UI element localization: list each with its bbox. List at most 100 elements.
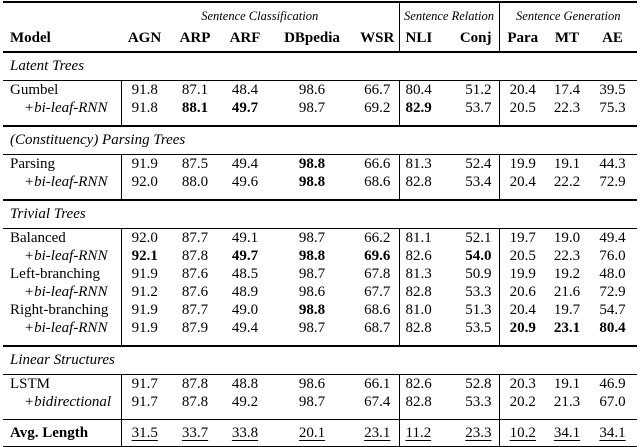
model-cell: +bi-leaf-RNN xyxy=(3,283,122,301)
model-cell: Parsing xyxy=(3,154,122,173)
cell-conj: 51.3 xyxy=(455,301,500,319)
cell-para: 20.9 xyxy=(509,320,536,336)
cell-para: 20.4 xyxy=(509,301,536,318)
table-header: Model Sentence Classification Sentence Rel… xyxy=(3,2,638,53)
table-row: +bi-leaf-RNN 91.9 87.9 49.4 98.7 68.7 82.8 53.5… xyxy=(3,319,637,346)
cell-agn: 91.7 xyxy=(131,394,158,410)
cell-arf: 49.7 xyxy=(231,100,259,116)
cell-arp: 87.5 xyxy=(181,155,209,172)
cell-agn: 91.2 xyxy=(131,283,158,300)
group-header-row: Model Sentence Classification Sentence Rel… xyxy=(3,2,637,53)
column-header-dbpedia: DBpedia xyxy=(268,25,356,53)
column-header-conj: Conj xyxy=(455,25,500,53)
table-body: Latent Trees Gumbel 91.8 87.1 48.4 98.6 66.7 80… xyxy=(3,51,638,420)
cell-ae: 80.4 xyxy=(599,320,626,336)
cell-agn: 91.9 xyxy=(131,155,158,172)
cell-dbpedia: 98.8 xyxy=(298,247,326,264)
cell-arp: 87.8 xyxy=(181,394,209,410)
avg-length-value: 20.1 xyxy=(268,419,356,447)
cell-nli: 82.8 xyxy=(405,174,432,190)
cell-ae: 44.3 xyxy=(599,155,626,172)
cell-arp: 87.7 xyxy=(181,229,209,246)
group-header: Sentence Classification xyxy=(121,2,400,25)
cell-mt: 19.1 xyxy=(553,155,581,172)
cell-para: 19.9 xyxy=(509,155,536,172)
cell-ae: 72.9 xyxy=(599,174,626,190)
cell-conj: 51.2 xyxy=(455,80,500,99)
cell-nli: 82.9 xyxy=(405,100,432,116)
cell-conj: 53.3 xyxy=(455,283,500,301)
cell-nli: 82.8 xyxy=(405,283,432,300)
cell-wsr: 69.2 xyxy=(356,99,400,126)
cell-ae: 39.5 xyxy=(599,81,626,98)
cell-dbpedia: 98.7 xyxy=(298,265,326,282)
cell-nli: 82.8 xyxy=(405,320,432,336)
cell-mt: 19.2 xyxy=(553,265,581,282)
avg-length-value: 23.3 xyxy=(455,419,500,447)
cell-arf: 48.8 xyxy=(231,375,259,392)
cell-arp: 88.1 xyxy=(181,100,209,116)
cell-dbpedia: 98.7 xyxy=(298,100,326,116)
table-row: Left-branching 91.9 87.6 48.5 98.7 67.8 81.3 50… xyxy=(3,265,637,283)
avg-length-label: Avg. Length xyxy=(3,419,122,447)
cell-arf: 49.0 xyxy=(231,301,259,318)
table-row: Balanced 92.0 87.7 49.1 98.7 66.2 81.1 52.1 19.7… xyxy=(3,228,637,247)
table-row: Right-branching 91.9 87.7 49.0 98.8 68.6 81.0 5… xyxy=(3,301,637,319)
results-table: Model Sentence Classification Sentence Rel… xyxy=(3,1,638,447)
cell-conj: 53.3 xyxy=(455,393,500,420)
column-header-wsr: WSR xyxy=(356,25,400,53)
avg-length-value: 33.7 xyxy=(168,419,222,447)
cell-agn: 91.8 xyxy=(131,81,158,98)
column-header-model: Model xyxy=(3,2,121,53)
column-header-mt: MT xyxy=(546,25,588,53)
cell-arf: 49.4 xyxy=(231,320,259,336)
section-row: Linear Structures xyxy=(3,345,638,375)
cell-mt: 22.3 xyxy=(553,247,581,264)
cell-para: 19.7 xyxy=(509,229,536,246)
cell-mt: 22.2 xyxy=(553,174,581,190)
cell-dbpedia: 98.6 xyxy=(298,375,326,392)
cell-arf: 49.2 xyxy=(231,394,259,410)
cell-mt: 22.3 xyxy=(553,100,581,116)
avg-length-value: 34.1 xyxy=(588,419,638,447)
table-row: Gumbel 91.8 87.1 48.4 98.6 66.7 80.4 51.2 20.4 17… xyxy=(3,80,637,99)
cell-wsr: 69.6 xyxy=(356,247,400,265)
cell-arp: 87.6 xyxy=(181,265,209,282)
model-cell: +bi-leaf-RNN xyxy=(3,99,122,126)
cell-nli: 81.0 xyxy=(405,301,432,318)
avg-length-value: 34.1 xyxy=(546,419,588,447)
cell-agn: 92.0 xyxy=(131,229,158,246)
cell-wsr: 66.6 xyxy=(356,154,400,173)
cell-para: 20.3 xyxy=(509,375,536,392)
section-label: Trivial Trees xyxy=(3,199,638,229)
cell-agn: 91.9 xyxy=(131,320,158,336)
cell-conj: 53.4 xyxy=(455,173,500,200)
cell-arp: 87.8 xyxy=(181,247,209,264)
cell-conj: 53.5 xyxy=(455,319,500,346)
cell-wsr: 67.4 xyxy=(356,393,400,420)
cell-arf: 49.4 xyxy=(231,155,259,172)
cell-ae: 76.0 xyxy=(599,247,626,264)
cell-wsr: 66.7 xyxy=(356,80,400,99)
avg-length-underlined-number: 20.1 xyxy=(298,424,326,441)
cell-wsr: 68.6 xyxy=(356,301,400,319)
column-header-ae: AE xyxy=(588,25,638,53)
cell-dbpedia: 98.7 xyxy=(298,320,326,336)
cell-nli: 82.8 xyxy=(405,394,432,410)
column-header-arp: ARP xyxy=(168,25,222,53)
cell-dbpedia: 98.6 xyxy=(298,283,326,300)
avg-length-underlined-number: 10.2 xyxy=(509,424,536,441)
avg-length-underlined-number: 33.8 xyxy=(231,424,259,441)
cell-wsr: 66.2 xyxy=(356,228,400,247)
cell-mt: 21.6 xyxy=(553,283,581,300)
avg-length-value: 10.2 xyxy=(499,419,546,447)
cell-agn: 92.1 xyxy=(131,247,158,264)
table-row: +bi-leaf-RNN 92.0 88.0 49.6 98.8 68.6 82.8 53.4… xyxy=(3,173,637,200)
cell-agn: 91.8 xyxy=(131,100,158,116)
avg-length-underlined-number: 33.7 xyxy=(181,424,209,441)
cell-conj: 52.8 xyxy=(455,374,500,393)
cell-arp: 87.6 xyxy=(181,283,209,300)
cell-nli: 82.6 xyxy=(405,375,432,392)
cell-conj: 50.9 xyxy=(455,265,500,283)
